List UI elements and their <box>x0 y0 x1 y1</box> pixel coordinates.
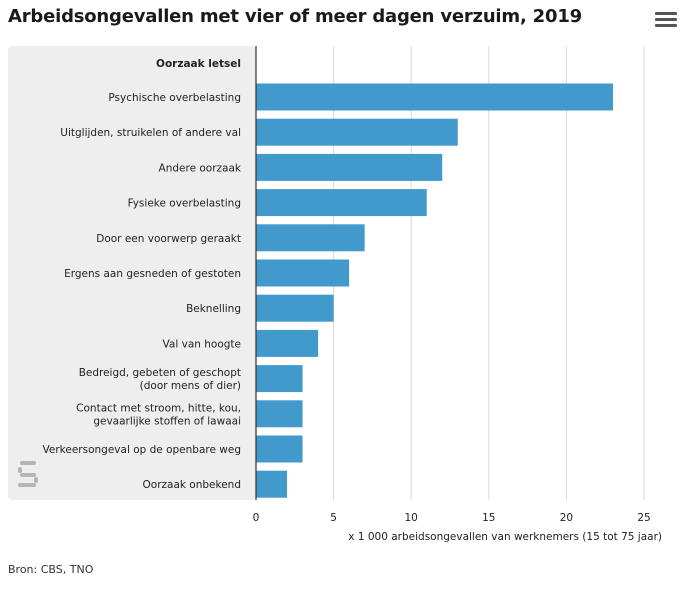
logo-shape <box>18 467 22 473</box>
bar[interactable] <box>256 259 350 287</box>
category-header: Oorzaak letsel <box>156 58 241 70</box>
category-labels: Psychische overbelasting Uitglijden, stru… <box>43 92 242 491</box>
bar[interactable] <box>256 365 303 393</box>
category-label: Ergens aan gesneden of gestoten <box>64 268 241 280</box>
category-label: Uitglijden, struikelen of andere val <box>60 127 241 139</box>
category-label: Verkeersongeval op de openbare weg <box>43 444 241 456</box>
category-label: Fysieke overbelasting <box>128 198 241 210</box>
bar[interactable] <box>256 435 303 463</box>
source-note: Bron: CBS, TNO <box>8 563 94 576</box>
logo-shape <box>20 473 36 477</box>
bars <box>256 83 613 498</box>
chart-title: Arbeidsongevallen met vier of meer dagen… <box>8 6 582 27</box>
bar[interactable] <box>256 470 288 498</box>
bar[interactable] <box>256 294 334 322</box>
category-label: Contact met stroom, hitte, kou, gevaarlij… <box>76 402 241 427</box>
grid-lines <box>333 46 645 500</box>
bar[interactable] <box>256 189 427 217</box>
logo-shape <box>18 483 36 487</box>
logo-shape <box>20 461 36 465</box>
category-label-panel <box>8 46 256 500</box>
x-tick-label: 0 <box>253 512 260 524</box>
x-tick-label: 15 <box>482 512 495 524</box>
category-label: Door een voorwerp geraakt <box>96 233 241 245</box>
cbs-logo <box>18 461 38 487</box>
category-label: Oorzaak onbekend <box>143 479 242 491</box>
x-tick-labels: 0 5 10 15 20 25 <box>253 512 651 524</box>
category-label: Psychische overbelasting <box>108 92 241 104</box>
logo-shape <box>34 477 38 483</box>
x-tick-label: 25 <box>637 512 650 524</box>
x-axis-title: x 1 000 arbeidsongevallen van werknemers… <box>348 531 662 543</box>
menu-icon[interactable] <box>655 12 677 30</box>
bar[interactable] <box>256 400 303 428</box>
bar[interactable] <box>256 118 458 146</box>
category-label: Beknelling <box>186 303 241 315</box>
x-tick-label: 20 <box>560 512 573 524</box>
x-tick-label: 5 <box>330 512 337 524</box>
bar[interactable] <box>256 153 443 181</box>
x-tick-label: 10 <box>405 512 418 524</box>
category-label: Andere oorzaak <box>159 162 242 174</box>
category-label: Bedreigd, gebeten of geschopt (door mens … <box>79 367 241 392</box>
bar[interactable] <box>256 224 365 252</box>
category-label: Val van hoogte <box>163 338 241 350</box>
bar[interactable] <box>256 329 319 357</box>
bar[interactable] <box>256 83 613 111</box>
